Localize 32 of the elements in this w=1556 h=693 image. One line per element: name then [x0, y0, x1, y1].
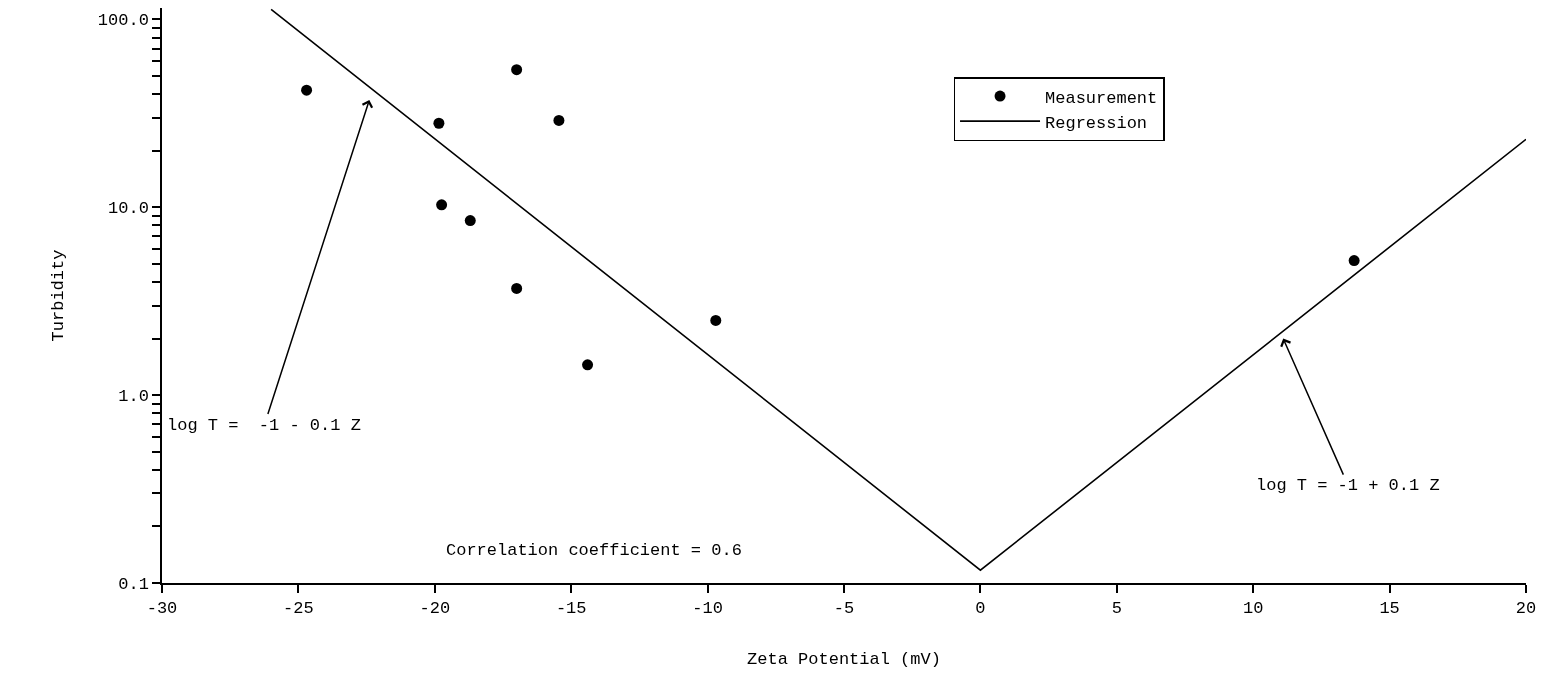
legend-label: Regression	[1045, 113, 1148, 133]
point	[433, 117, 445, 129]
x-tick-label: -30	[146, 599, 178, 619]
point	[553, 114, 565, 126]
x-tick-label: -20	[419, 599, 451, 619]
point	[710, 314, 722, 326]
point	[301, 84, 313, 96]
x-tick-label: 10	[1243, 599, 1264, 619]
point	[511, 282, 523, 294]
x-tick-label: -25	[283, 599, 314, 619]
x-axis-title: Zeta Potential (mV)	[747, 650, 941, 670]
x-tick-label: -15	[555, 599, 587, 619]
x-tick-label: 20	[1515, 599, 1537, 619]
y-tick-label: 1.0	[118, 387, 149, 407]
annotation: log T = -1 + 0.1 Z	[1256, 476, 1440, 495]
legend-label: Measurement	[1045, 88, 1158, 108]
annotation: log T = -1 - 0.1 Z	[167, 416, 361, 435]
y-tick-label: 0.1	[118, 574, 149, 594]
point	[582, 359, 594, 371]
point	[464, 215, 476, 227]
x-tick-label: 0	[975, 599, 986, 619]
point	[436, 199, 448, 211]
x-tick-label: 5	[1111, 599, 1122, 619]
point	[1348, 255, 1360, 267]
point	[511, 64, 523, 76]
x-tick-label: -10	[692, 599, 723, 619]
y-tick-label: 100.0	[97, 11, 149, 31]
annotation: Correlation coefficient = 0.6	[446, 541, 742, 560]
y-axis-title: Turbidity	[48, 249, 68, 342]
x-tick-label: -5	[833, 599, 855, 619]
x-tick-label: 15	[1379, 599, 1400, 619]
y-tick-label: 10.0	[108, 199, 149, 219]
